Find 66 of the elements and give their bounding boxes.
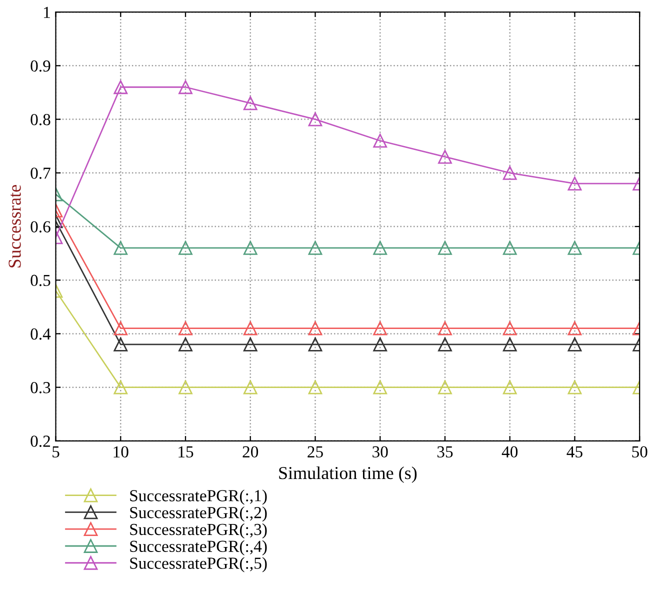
point (502, 337, 517, 352)
legend-label: SuccessratePGR(:,4) (130, 540, 267, 556)
point (568, 321, 582, 336)
y-tick-label: 0.6 (30, 221, 50, 233)
legend-label: SuccessratePGR(:,2) (130, 506, 267, 522)
x-tick-label: 5 (52, 446, 60, 458)
point (308, 112, 322, 126)
point (308, 321, 322, 336)
point (373, 380, 388, 394)
legend-label: SuccessratePGR(:,5) (130, 557, 267, 572)
point (568, 240, 582, 255)
x-tick-label: 45 (566, 446, 582, 458)
y-tick-label: 0.9 (30, 60, 50, 72)
y-tick-label: 0.4 (30, 328, 51, 340)
y-tick-label: 0.5 (30, 274, 50, 286)
point (438, 240, 452, 255)
point (178, 337, 192, 352)
point (308, 240, 322, 255)
x-tick-label: 40 (502, 446, 518, 458)
x-tick-label: 35 (437, 446, 453, 458)
point (438, 321, 452, 336)
point (243, 240, 258, 255)
point (568, 380, 582, 394)
point (438, 150, 452, 164)
x-axis-title: Simulation time (s) (279, 466, 417, 483)
point (373, 337, 388, 352)
point (438, 380, 452, 394)
x-tick-label: 30 (372, 446, 388, 458)
point (178, 380, 192, 394)
y-tick-label: 1 (44, 6, 50, 18)
point (373, 321, 388, 336)
point (308, 337, 322, 352)
y-tick-label: 0.7 (30, 168, 50, 179)
point (114, 321, 128, 336)
legend-label: SuccessratePGR(:,3) (130, 523, 267, 538)
point (178, 80, 192, 94)
y-tick-label: 0.8 (30, 114, 50, 126)
point (243, 337, 258, 352)
x-tick-label: 15 (178, 446, 194, 458)
x-tick-label: 25 (308, 446, 323, 458)
point (568, 337, 582, 352)
point (502, 380, 517, 394)
x-tick-label: 10 (114, 446, 128, 458)
point (243, 380, 258, 394)
y-tick-label: 0.3 (30, 382, 50, 394)
point (502, 321, 517, 336)
point (502, 240, 517, 255)
point (243, 96, 258, 110)
point (178, 240, 192, 255)
point (373, 240, 388, 255)
point (114, 380, 128, 394)
point (114, 337, 128, 352)
x-tick-label: 50 (632, 446, 648, 458)
point (438, 337, 452, 352)
y-axis-title: Successrate (8, 185, 21, 268)
point (114, 80, 128, 94)
x-tick-label: 20 (242, 446, 258, 458)
point (568, 176, 582, 191)
legend-label: SuccessratePGR(:,1) (130, 490, 267, 505)
point (308, 380, 322, 394)
point (373, 134, 388, 148)
point (502, 166, 517, 180)
point (114, 240, 128, 255)
point (178, 321, 192, 336)
y-tick-label: 0.2 (30, 436, 50, 447)
point (243, 321, 258, 336)
